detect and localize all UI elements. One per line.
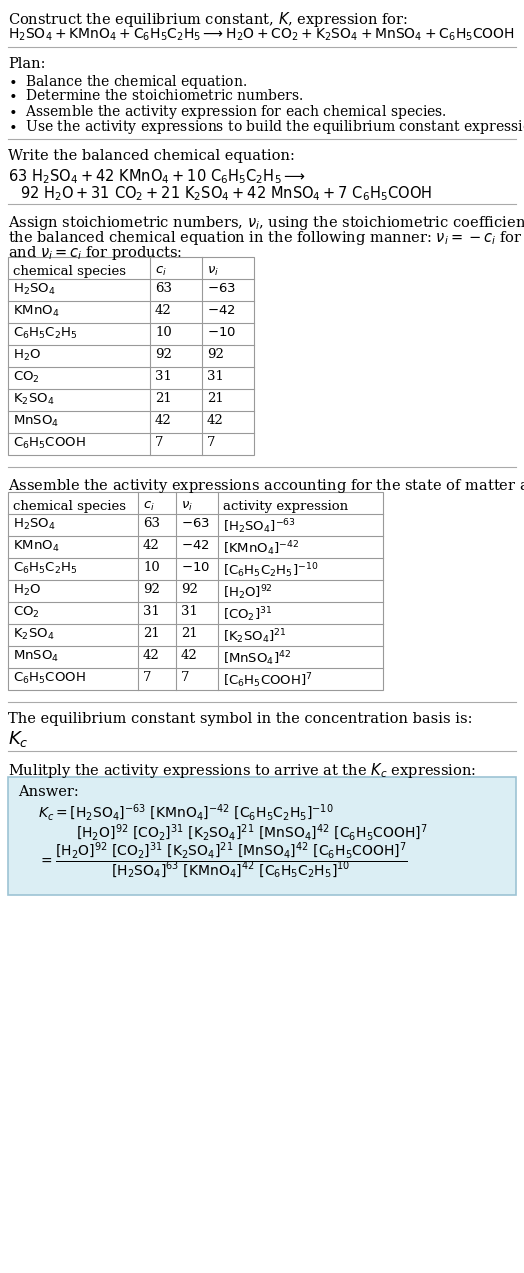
Text: 42: 42 xyxy=(181,649,198,662)
Text: $\mathrm{KMnO_4}$: $\mathrm{KMnO_4}$ xyxy=(13,304,59,320)
Text: 42: 42 xyxy=(155,414,172,426)
Text: $c_i$: $c_i$ xyxy=(143,500,155,513)
Text: 42: 42 xyxy=(143,538,160,552)
Text: Mulitply the activity expressions to arrive at the $K_c$ expression:: Mulitply the activity expressions to arr… xyxy=(8,761,476,780)
Text: $-10$: $-10$ xyxy=(181,561,210,574)
Text: Construct the equilibrium constant, $K$, expression for:: Construct the equilibrium constant, $K$,… xyxy=(8,10,408,29)
Bar xyxy=(8,777,516,895)
Text: 31: 31 xyxy=(143,605,160,617)
Text: $\bullet$  Determine the stoichiometric numbers.: $\bullet$ Determine the stoichiometric n… xyxy=(8,88,303,103)
Text: 10: 10 xyxy=(155,326,172,339)
Bar xyxy=(8,257,254,454)
Text: Plan:: Plan: xyxy=(8,57,46,71)
Text: $\mathrm{C_6H_5C_2H_5}$: $\mathrm{C_6H_5C_2H_5}$ xyxy=(13,326,78,341)
Text: $[\mathrm{C_6H_5C_2H_5}]^{-10}$: $[\mathrm{C_6H_5C_2H_5}]^{-10}$ xyxy=(223,561,318,579)
Text: $[\mathrm{MnSO_4}]^{42}$: $[\mathrm{MnSO_4}]^{42}$ xyxy=(223,649,291,668)
Text: $92\ \mathrm{H_2O} + 31\ \mathrm{CO_2} + 21\ \mathrm{K_2SO_4} + 42\ \mathrm{MnSO: $92\ \mathrm{H_2O} + 31\ \mathrm{CO_2} +… xyxy=(20,185,432,202)
Text: 31: 31 xyxy=(181,605,198,617)
Text: $-42$: $-42$ xyxy=(207,304,236,317)
Text: Answer:: Answer: xyxy=(18,785,79,799)
Text: $\mathrm{MnSO_4}$: $\mathrm{MnSO_4}$ xyxy=(13,414,59,429)
Text: $[\mathrm{H_2O}]^{92}\ [\mathrm{CO_2}]^{31}\ [\mathrm{K_2SO_4}]^{21}\ [\mathrm{M: $[\mathrm{H_2O}]^{92}\ [\mathrm{CO_2}]^{… xyxy=(76,824,428,844)
Text: $\nu_i$: $\nu_i$ xyxy=(181,500,193,513)
Text: 7: 7 xyxy=(155,435,163,449)
Text: $\mathrm{C_6H_5COOH}$: $\mathrm{C_6H_5COOH}$ xyxy=(13,435,86,451)
Text: Assemble the activity expressions accounting for the state of matter and $\nu_i$: Assemble the activity expressions accoun… xyxy=(8,477,524,495)
Text: The equilibrium constant symbol in the concentration basis is:: The equilibrium constant symbol in the c… xyxy=(8,712,473,726)
Text: $-63$: $-63$ xyxy=(181,517,210,530)
Text: activity expression: activity expression xyxy=(223,500,348,513)
Text: Write the balanced chemical equation:: Write the balanced chemical equation: xyxy=(8,149,295,163)
Text: 63: 63 xyxy=(155,283,172,295)
Text: $[\mathrm{C_6H_5COOH}]^{7}$: $[\mathrm{C_6H_5COOH}]^{7}$ xyxy=(223,671,313,690)
Text: $\mathrm{K_2SO_4}$: $\mathrm{K_2SO_4}$ xyxy=(13,628,54,642)
Text: $\mathrm{K_2SO_4}$: $\mathrm{K_2SO_4}$ xyxy=(13,392,54,407)
Text: $c_i$: $c_i$ xyxy=(155,265,167,278)
Text: 21: 21 xyxy=(181,628,198,640)
Text: the balanced chemical equation in the following manner: $\nu_i = -c_i$ for react: the balanced chemical equation in the fo… xyxy=(8,229,524,247)
Text: 92: 92 xyxy=(143,583,160,596)
Bar xyxy=(8,491,383,690)
Text: $\mathrm{C_6H_5COOH}$: $\mathrm{C_6H_5COOH}$ xyxy=(13,671,86,686)
Text: $\mathrm{H_2O}$: $\mathrm{H_2O}$ xyxy=(13,583,41,598)
Text: 63: 63 xyxy=(143,517,160,530)
Text: 21: 21 xyxy=(207,392,224,405)
Text: 92: 92 xyxy=(181,583,198,596)
Text: $\bullet$  Balance the chemical equation.: $\bullet$ Balance the chemical equation. xyxy=(8,73,247,90)
Text: $\mathrm{CO_2}$: $\mathrm{CO_2}$ xyxy=(13,605,40,620)
Text: $63\ \mathrm{H_2SO_4} + 42\ \mathrm{KMnO_4} + 10\ \mathrm{C_6H_5C_2H_5} \longrig: $63\ \mathrm{H_2SO_4} + 42\ \mathrm{KMnO… xyxy=(8,167,306,186)
Text: $\mathrm{H_2SO_4}$: $\mathrm{H_2SO_4}$ xyxy=(13,517,56,532)
Text: $\mathrm{CO_2}$: $\mathrm{CO_2}$ xyxy=(13,370,40,386)
Text: 92: 92 xyxy=(207,348,224,362)
Text: $\nu_i$: $\nu_i$ xyxy=(207,265,219,278)
Text: 7: 7 xyxy=(181,671,190,684)
Text: $-42$: $-42$ xyxy=(181,538,210,552)
Text: 42: 42 xyxy=(155,304,172,317)
Text: $\mathrm{C_6H_5C_2H_5}$: $\mathrm{C_6H_5C_2H_5}$ xyxy=(13,561,78,577)
Text: $[\mathrm{H_2O}]^{92}$: $[\mathrm{H_2O}]^{92}$ xyxy=(223,583,273,602)
Text: 92: 92 xyxy=(155,348,172,362)
Text: $\bullet$  Assemble the activity expression for each chemical species.: $\bullet$ Assemble the activity expressi… xyxy=(8,103,447,121)
Text: 10: 10 xyxy=(143,561,160,574)
Text: $K_c$: $K_c$ xyxy=(8,729,29,749)
Text: $= \dfrac{[\mathrm{H_2O}]^{92}\ [\mathrm{CO_2}]^{31}\ [\mathrm{K_2SO_4}]^{21}\ [: $= \dfrac{[\mathrm{H_2O}]^{92}\ [\mathrm… xyxy=(38,841,408,881)
Text: chemical species: chemical species xyxy=(13,265,126,278)
Text: $-10$: $-10$ xyxy=(207,326,236,339)
Text: $K_c = [\mathrm{H_2SO_4}]^{-63}\ [\mathrm{KMnO_4}]^{-42}\ [\mathrm{C_6H_5C_2H_5}: $K_c = [\mathrm{H_2SO_4}]^{-63}\ [\mathr… xyxy=(38,803,334,824)
Text: $\mathrm{H_2SO_4}$: $\mathrm{H_2SO_4}$ xyxy=(13,283,56,297)
Text: $\mathrm{KMnO_4}$: $\mathrm{KMnO_4}$ xyxy=(13,538,59,554)
Text: 21: 21 xyxy=(143,628,160,640)
Text: 42: 42 xyxy=(207,414,224,426)
Text: chemical species: chemical species xyxy=(13,500,126,513)
Text: Assign stoichiometric numbers, $\nu_i$, using the stoichiometric coefficients, $: Assign stoichiometric numbers, $\nu_i$, … xyxy=(8,214,524,232)
Text: 7: 7 xyxy=(143,671,151,684)
Text: 31: 31 xyxy=(207,370,224,383)
Text: 7: 7 xyxy=(207,435,215,449)
Text: $\bullet$  Use the activity expressions to build the equilibrium constant expres: $\bullet$ Use the activity expressions t… xyxy=(8,118,524,136)
Text: $[\mathrm{H_2SO_4}]^{-63}$: $[\mathrm{H_2SO_4}]^{-63}$ xyxy=(223,517,296,536)
Text: 42: 42 xyxy=(143,649,160,662)
Text: $\mathrm{H_2O}$: $\mathrm{H_2O}$ xyxy=(13,348,41,363)
Text: 31: 31 xyxy=(155,370,172,383)
Text: $[\mathrm{KMnO_4}]^{-42}$: $[\mathrm{KMnO_4}]^{-42}$ xyxy=(223,538,299,558)
Text: $\mathrm{H_2SO_4 + KMnO_4 + C_6H_5C_2H_5 \longrightarrow H_2O + CO_2 + K_2SO_4 +: $\mathrm{H_2SO_4 + KMnO_4 + C_6H_5C_2H_5… xyxy=(8,27,515,43)
Text: $-63$: $-63$ xyxy=(207,283,236,295)
Text: $[\mathrm{K_2SO_4}]^{21}$: $[\mathrm{K_2SO_4}]^{21}$ xyxy=(223,628,287,645)
Text: $\mathrm{MnSO_4}$: $\mathrm{MnSO_4}$ xyxy=(13,649,59,665)
Text: $[\mathrm{CO_2}]^{31}$: $[\mathrm{CO_2}]^{31}$ xyxy=(223,605,272,624)
Text: and $\nu_i = c_i$ for products:: and $\nu_i = c_i$ for products: xyxy=(8,244,182,262)
Text: 21: 21 xyxy=(155,392,172,405)
